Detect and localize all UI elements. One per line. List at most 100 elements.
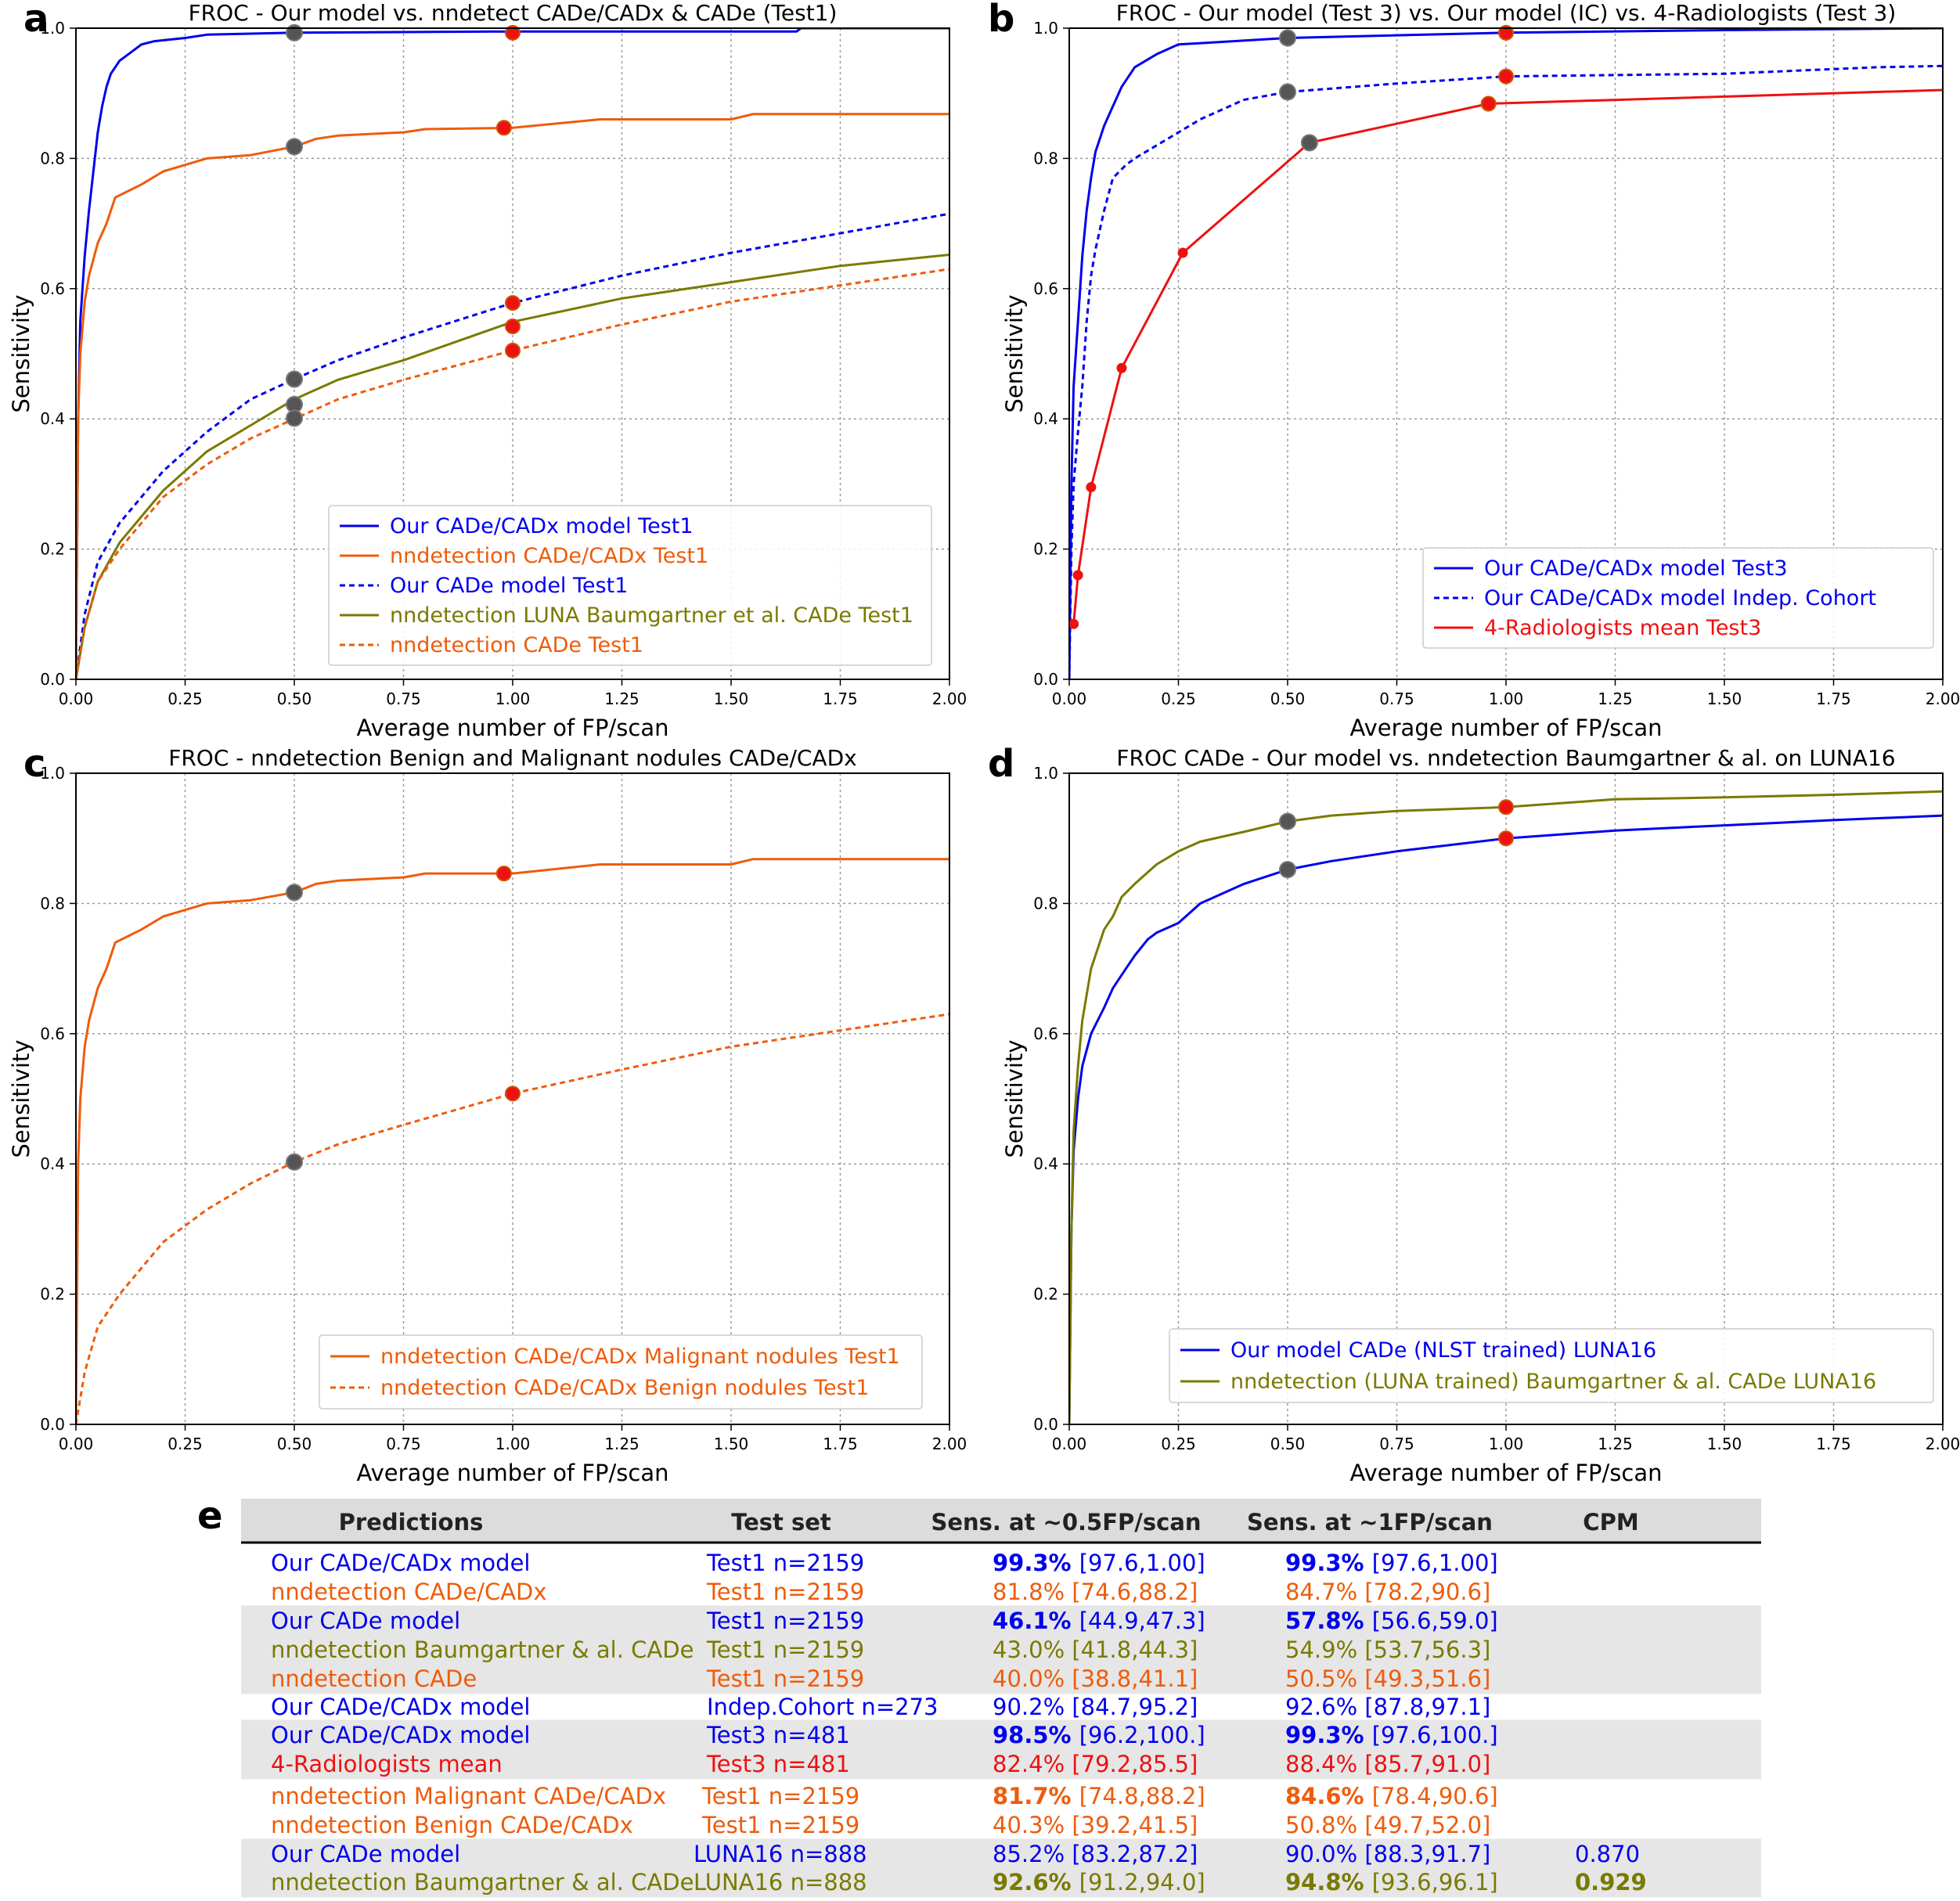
y-axis-label: Sensitivity [8,1040,34,1158]
cell-test-set: Test1 n=2159 [706,1579,864,1605]
y-axis-label: Sensitivity [1001,295,1028,413]
row-shade [241,1663,1761,1694]
y-tick-label: 0.8 [40,149,65,167]
cell-sens-1: 50.8% [49.7,52.0] [1285,1812,1490,1838]
y-tick-label: 1.0 [40,19,65,38]
y-tick-label: 0.8 [40,894,65,913]
legend-entry: nndetection CADe/CADx Malignant nodules … [380,1345,900,1369]
marker-point [1498,24,1514,41]
y-tick-label: 0.0 [1033,1415,1058,1434]
y-tick-label: 0.0 [40,670,65,689]
legend: Our CADe/CADx model Test3 Our CADe/CADx m… [1422,547,1934,649]
cell-prediction: nndetection CADe/CADx [271,1579,547,1605]
cell-test-set: Test1 n=2159 [706,1550,864,1576]
legend: nndetection CADe/CADx Malignant nodules … [319,1334,923,1410]
markers [1068,24,1514,629]
legend-entry: Our CADe model Test1 [390,574,628,598]
x-tick-label: 1.50 [1707,1435,1742,1453]
x-tick-label: 1.25 [604,689,640,708]
y-tick-label: 0.8 [1033,894,1058,913]
x-tick-label: 1.00 [1489,1435,1524,1453]
cell-test-set: Test3 n=481 [706,1722,850,1748]
cell-prediction: nndetection CADe [271,1665,477,1692]
cell-prediction: nndetection Benign CADe/CADx [271,1812,633,1838]
series-line-3 [1072,88,1943,625]
y-tick-label: 0.2 [1033,540,1058,559]
table-row: Our CADe model Test1 n=2159 46.1% [44.9,47… [271,1608,1498,1634]
x-tick-label: 0.00 [59,1435,94,1453]
cell-test-set: Test1 n=2159 [706,1665,864,1692]
table-row: Our CADe model LUNA16 n=888 85.2% [83.2,87… [271,1841,1640,1867]
row-shade [241,1867,1761,1898]
x-tick-label: 1.75 [1816,1435,1851,1453]
axes-frame [1068,27,1944,680]
cell-test-set: Test1 n=2159 [706,1608,864,1634]
markers [286,23,521,427]
panel-b: b FROC - Our model (Test 3) vs. Our model… [988,0,1960,741]
row-shade [241,1719,1761,1751]
y-tick-label: 1.0 [40,764,65,783]
marker-point [1498,799,1514,815]
markers [1279,799,1514,879]
marker-point [286,1153,303,1171]
marker-point [1480,95,1497,112]
y-tick-label: 0.2 [1033,1285,1058,1304]
marker-point [505,342,521,358]
x-axis-label: Average number of FP/scan [1349,1460,1662,1486]
marker-point [286,138,303,156]
x-tick-label: 0.50 [277,1435,312,1453]
cell-prediction: Our CADe/CADx model [271,1550,530,1576]
panel-d: d FROC CADe - Our model vs. nndetection B… [988,742,1960,1486]
y-tick-label: 0.2 [40,1285,65,1304]
marker-point [1072,570,1083,581]
x-tick-label: 0.00 [1052,689,1087,708]
legend-entry: 4-Radiologists mean Test3 [1484,616,1761,640]
cell-sens-1: 99.3% [97.6,1.00] [1285,1550,1498,1576]
table-header-cell: Test set [731,1509,831,1536]
cell-prediction: nndetection Baumgartner & al. CADe [271,1869,694,1896]
panel-label: d [988,742,1014,786]
marker-point [286,409,303,427]
table-header-cell: Sens. at ~0.5FP/scan [931,1509,1201,1536]
x-tick-label: 1.50 [714,1435,749,1453]
table-row: 4-Radiologists mean Test3 n=481 82.4% [79.… [271,1751,1490,1777]
cell-cpm: 0.870 [1575,1841,1640,1867]
y-tick-label: 0.0 [40,1415,65,1434]
cell-prediction: nndetection Baumgartner & al. CADe [271,1636,694,1663]
cell-test-set: LUNA16 n=888 [694,1841,867,1867]
marker-point [286,884,303,902]
marker-point [505,24,521,41]
marker-point [1498,68,1514,85]
y-tick-label: 0.4 [40,1154,65,1173]
series-group [1069,790,1943,1424]
cell-test-set: Test1 n=2159 [701,1783,859,1809]
legend-entry: nndetection (LUNA trained) Baumgartner &… [1230,1370,1876,1394]
cell-sens-1: 57.8% [56.6,59.0] [1285,1608,1498,1634]
y-tick-label: 0.4 [1033,1154,1058,1173]
x-tick-label: 0.75 [386,1435,421,1453]
y-tick-label: 0.4 [1033,409,1058,428]
x-tick-label: 0.00 [1052,1435,1087,1453]
table-row: nndetection Baumgartner & al. CADe Test1 … [271,1636,1490,1663]
cell-sens-1: 92.6% [87.8,97.1] [1285,1694,1490,1720]
cell-sens-05: 90.2% [84.7,95.2] [993,1694,1198,1720]
cell-sens-1: 84.7% [78.2,90.6] [1285,1579,1490,1605]
cell-test-set: LUNA16 n=888 [694,1869,867,1896]
marker-point [495,866,512,882]
marker-point [286,23,303,41]
y-axis-label: Sensitivity [8,295,34,413]
cell-sens-1: 99.3% [97.6,100.] [1285,1722,1498,1748]
table-row: Our CADe/CADx model Test3 n=481 98.5% [96.… [271,1722,1498,1748]
cell-sens-05: 81.7% [74.8,88.2] [993,1783,1205,1809]
cell-sens-1: 54.9% [53.7,56.3] [1285,1636,1490,1663]
y-tick-label: 0.8 [1033,149,1058,167]
results-table: e Predictions Test set Sens. at ~0.5FP/scan… [197,1494,1761,1898]
series-line-2 [1069,64,1943,679]
cell-sens-1: 90.0% [88.3,91.7] [1285,1841,1490,1867]
x-tick-label: 1.25 [1598,689,1633,708]
y-tick-label: 0.6 [1033,279,1058,298]
cell-prediction: Our CADe/CADx model [271,1694,530,1720]
y-tick-label: 0.2 [40,540,65,559]
cell-prediction: Our CADe model [271,1608,460,1634]
chart-title: FROC CADe - Our model vs. nndetection Ba… [1116,745,1895,771]
